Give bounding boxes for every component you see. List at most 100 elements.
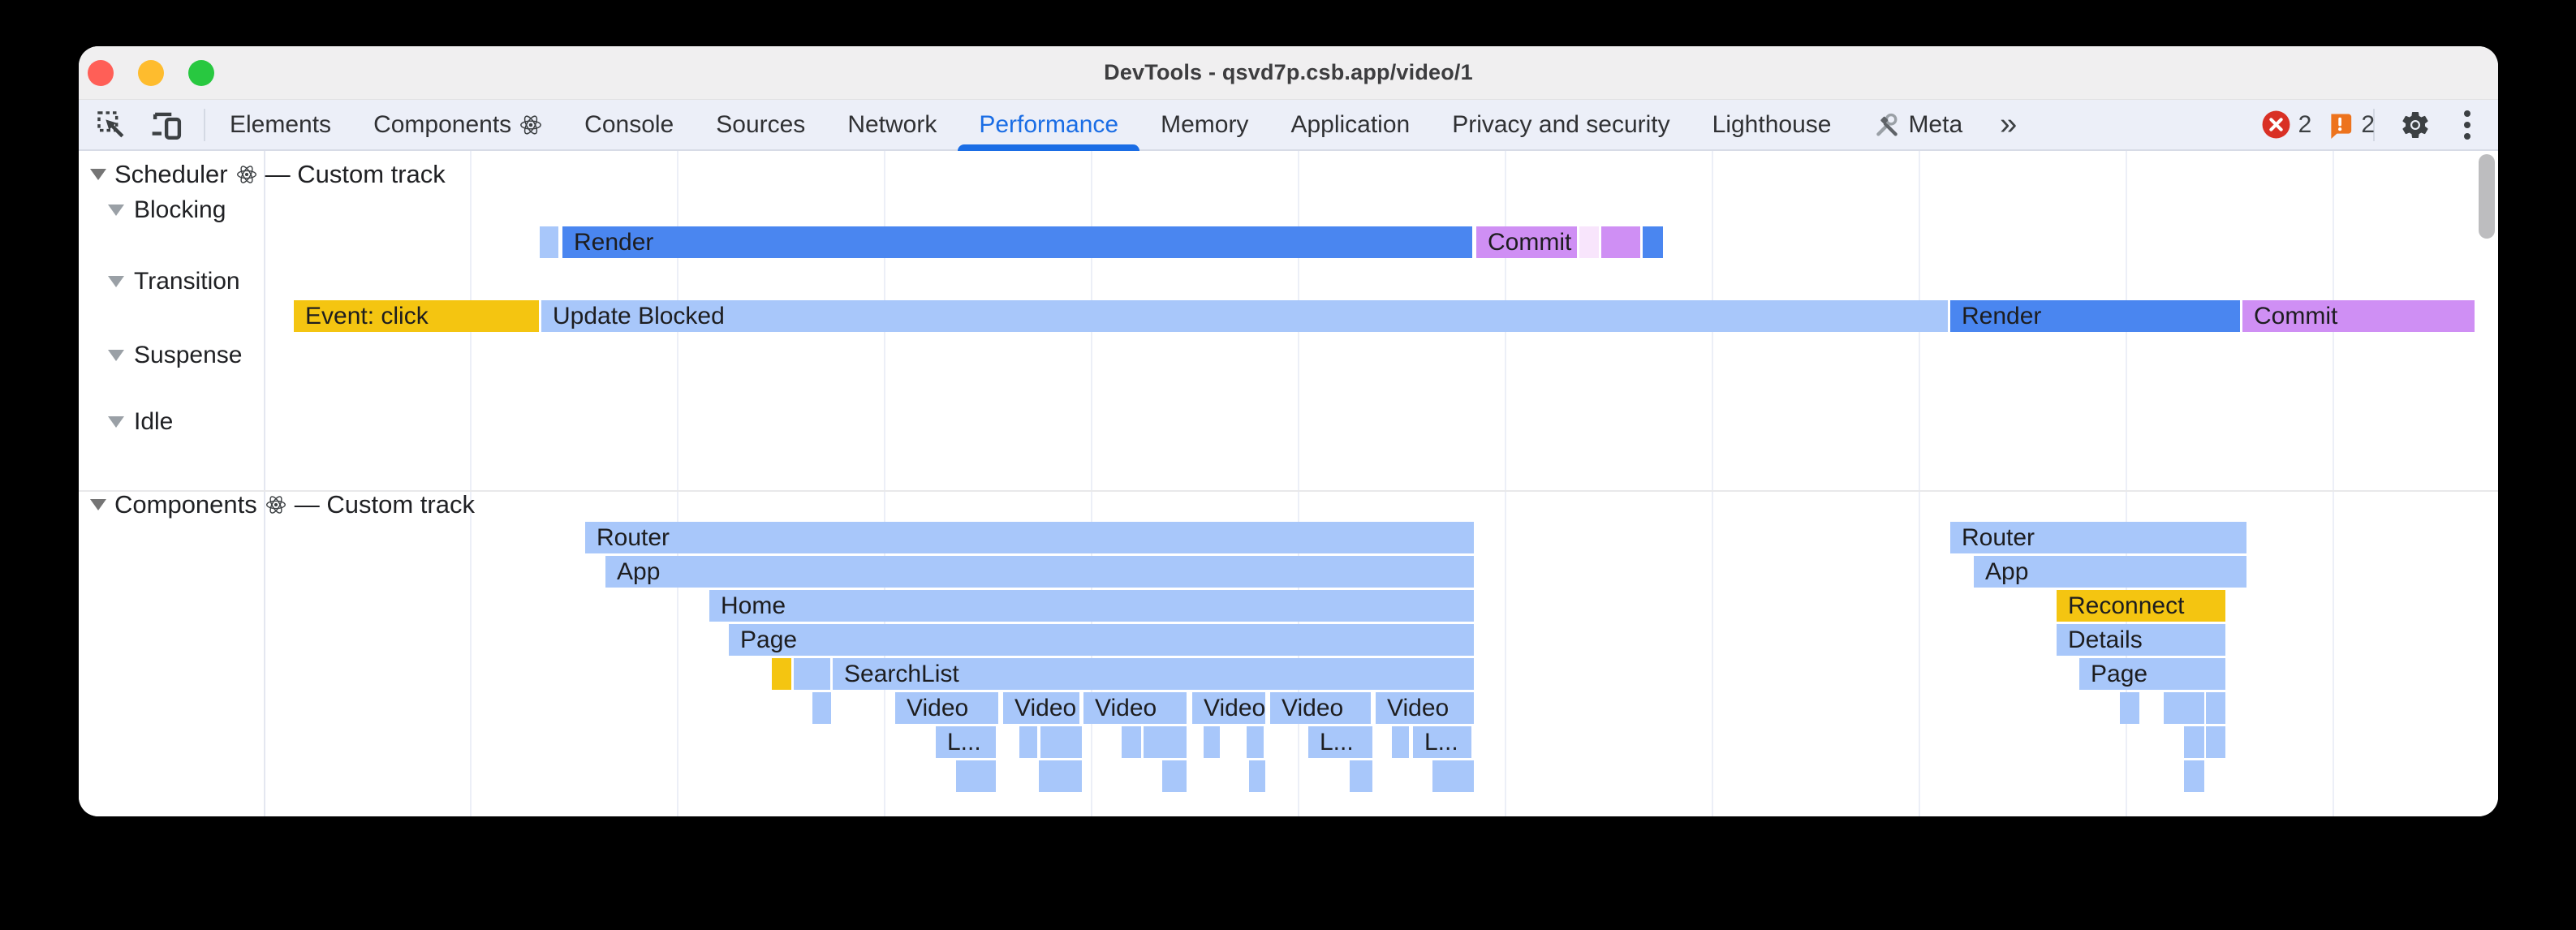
flame-bar-home[interactable]: Home bbox=[709, 590, 1474, 622]
track-scheduler-header[interactable]: Scheduler — Custom track bbox=[90, 160, 446, 189]
flame-bar-label: Video bbox=[1204, 695, 1265, 721]
tab-elements[interactable]: Elements bbox=[230, 110, 332, 138]
flame-bar-page[interactable]: Page bbox=[729, 624, 1474, 656]
track-subtitle: — Custom track bbox=[294, 490, 475, 519]
devtools-window: DevTools - qsvd7p.csb.app/video/1 bbox=[79, 46, 2498, 816]
tools-icon bbox=[1873, 111, 1901, 139]
error-count-badge[interactable]: 2 bbox=[2261, 110, 2311, 140]
settings-button[interactable] bbox=[2399, 109, 2432, 141]
flame-bar[interactable] bbox=[2206, 692, 2225, 724]
flame-bar-render[interactable]: Render bbox=[1950, 300, 2240, 332]
flame-bar[interactable] bbox=[772, 658, 791, 690]
kebab-dot bbox=[2464, 121, 2470, 128]
warning-count-badge[interactable]: 2 bbox=[2326, 111, 2375, 139]
traffic-lights bbox=[88, 60, 214, 86]
flame-bar[interactable] bbox=[1162, 760, 1187, 792]
flame-bar-video[interactable]: Video bbox=[895, 692, 998, 724]
flame-bar-l[interactable]: L... bbox=[936, 726, 996, 758]
flame-bar[interactable] bbox=[1204, 726, 1220, 758]
zoom-button[interactable] bbox=[188, 60, 214, 86]
track-components-header[interactable]: Components — Custom track bbox=[90, 490, 475, 519]
flame-bar-reconnect[interactable]: Reconnect bbox=[2057, 590, 2225, 622]
more-tabs-chevron-icon: » bbox=[2000, 107, 2017, 141]
flame-bar-label: App bbox=[1985, 558, 2029, 585]
flame-bar-label: SearchList bbox=[844, 661, 959, 687]
more-options-button[interactable] bbox=[2459, 110, 2475, 140]
minimize-button[interactable] bbox=[138, 60, 164, 86]
flame-bar[interactable] bbox=[1144, 726, 1187, 758]
tab-network[interactable]: Network bbox=[847, 110, 937, 138]
tab-sources[interactable]: Sources bbox=[716, 110, 806, 138]
flame-bar[interactable] bbox=[956, 760, 996, 792]
gridline bbox=[677, 151, 678, 816]
flame-bar-details[interactable]: Details bbox=[2057, 624, 2225, 656]
tab-meta[interactable]: Meta bbox=[1873, 100, 1962, 149]
gridline bbox=[1919, 151, 1920, 816]
lane-idle[interactable]: Idle bbox=[108, 407, 173, 437]
flame-bar-video[interactable]: Video bbox=[1083, 692, 1187, 724]
flame-bar-commit[interactable]: Commit bbox=[1476, 226, 1577, 258]
flame-bar[interactable] bbox=[1019, 726, 1037, 758]
device-toolbar-icon bbox=[150, 108, 184, 142]
flame-bar[interactable] bbox=[2164, 692, 2204, 724]
flame-bar-event-click[interactable]: Event: click bbox=[294, 300, 539, 332]
flame-bar-label: Home bbox=[721, 592, 786, 619]
tab-console[interactable]: Console bbox=[584, 110, 674, 138]
flame-bar-page[interactable]: Page bbox=[2079, 658, 2225, 690]
tab-memory[interactable]: Memory bbox=[1161, 110, 1249, 138]
flame-bar[interactable] bbox=[1579, 226, 1599, 258]
flame-bar-app[interactable]: App bbox=[605, 556, 1474, 588]
close-button[interactable] bbox=[88, 60, 114, 86]
flame-bar-searchlist[interactable]: SearchList bbox=[833, 658, 1474, 690]
flame-bar[interactable] bbox=[1040, 726, 1082, 758]
collapse-triangle-icon bbox=[90, 169, 106, 180]
flame-bar[interactable] bbox=[2206, 726, 2225, 758]
flame-bar-router[interactable]: Router bbox=[585, 522, 1474, 553]
tab-privacy-and-security[interactable]: Privacy and security bbox=[1452, 110, 1670, 138]
flame-bar-app[interactable]: App bbox=[1974, 556, 2246, 588]
flame-bar-video[interactable]: Video bbox=[1376, 692, 1474, 724]
flame-bar-label: Page bbox=[740, 626, 798, 653]
inspect-element-button[interactable] bbox=[95, 109, 127, 141]
flame-bar[interactable] bbox=[1350, 760, 1372, 792]
flame-bar[interactable] bbox=[1392, 726, 1409, 758]
flame-bar-video[interactable]: Video bbox=[1003, 692, 1079, 724]
flame-bar[interactable] bbox=[1432, 760, 1474, 792]
flame-bar-update-blocked[interactable]: Update Blocked bbox=[541, 300, 1948, 332]
track-divider-line bbox=[79, 490, 2498, 492]
tab-components[interactable]: Components bbox=[373, 100, 542, 149]
flame-bar-label: Details bbox=[2068, 626, 2143, 653]
flame-bar-commit[interactable]: Commit bbox=[2242, 300, 2475, 332]
flame-bar[interactable] bbox=[2120, 692, 2139, 724]
flame-bar[interactable] bbox=[1249, 760, 1265, 792]
flame-bar[interactable] bbox=[2184, 726, 2204, 758]
flame-bar[interactable] bbox=[794, 658, 830, 690]
flame-bar-l[interactable]: L... bbox=[1413, 726, 1471, 758]
tab-performance[interactable]: Performance bbox=[958, 100, 1139, 151]
flame-bar[interactable] bbox=[1039, 760, 1082, 792]
lane-suspense[interactable]: Suspense bbox=[108, 341, 242, 370]
lane-blocking[interactable]: Blocking bbox=[108, 196, 226, 225]
flame-bar[interactable] bbox=[1247, 726, 1264, 758]
device-toolbar-button[interactable] bbox=[150, 108, 184, 142]
collapse-triangle-icon bbox=[108, 416, 124, 428]
flame-bar-l[interactable]: L... bbox=[1308, 726, 1372, 758]
panel-tabs: Elements Components Console Sources bbox=[230, 100, 2017, 151]
flame-bar[interactable] bbox=[2184, 760, 2204, 792]
flame-bar-render[interactable]: Render bbox=[562, 226, 1472, 258]
flame-bar-label: L... bbox=[947, 729, 981, 756]
flame-bar[interactable] bbox=[812, 692, 831, 724]
more-tabs-button[interactable]: » bbox=[2000, 100, 2017, 149]
scrollbar-thumb[interactable] bbox=[2479, 154, 2495, 239]
flame-bar-router[interactable]: Router bbox=[1950, 522, 2246, 553]
lane-transition[interactable]: Transition bbox=[108, 267, 240, 296]
flame-bar-video[interactable]: Video bbox=[1192, 692, 1265, 724]
tab-application[interactable]: Application bbox=[1290, 110, 1411, 138]
flame-bar[interactable] bbox=[540, 226, 558, 258]
flame-bar[interactable] bbox=[1643, 226, 1663, 258]
flame-bar-video[interactable]: Video bbox=[1270, 692, 1371, 724]
tab-lighthouse[interactable]: Lighthouse bbox=[1712, 110, 1832, 138]
gridline bbox=[884, 151, 885, 816]
flame-bar[interactable] bbox=[1601, 226, 1640, 258]
flame-bar[interactable] bbox=[1122, 726, 1141, 758]
